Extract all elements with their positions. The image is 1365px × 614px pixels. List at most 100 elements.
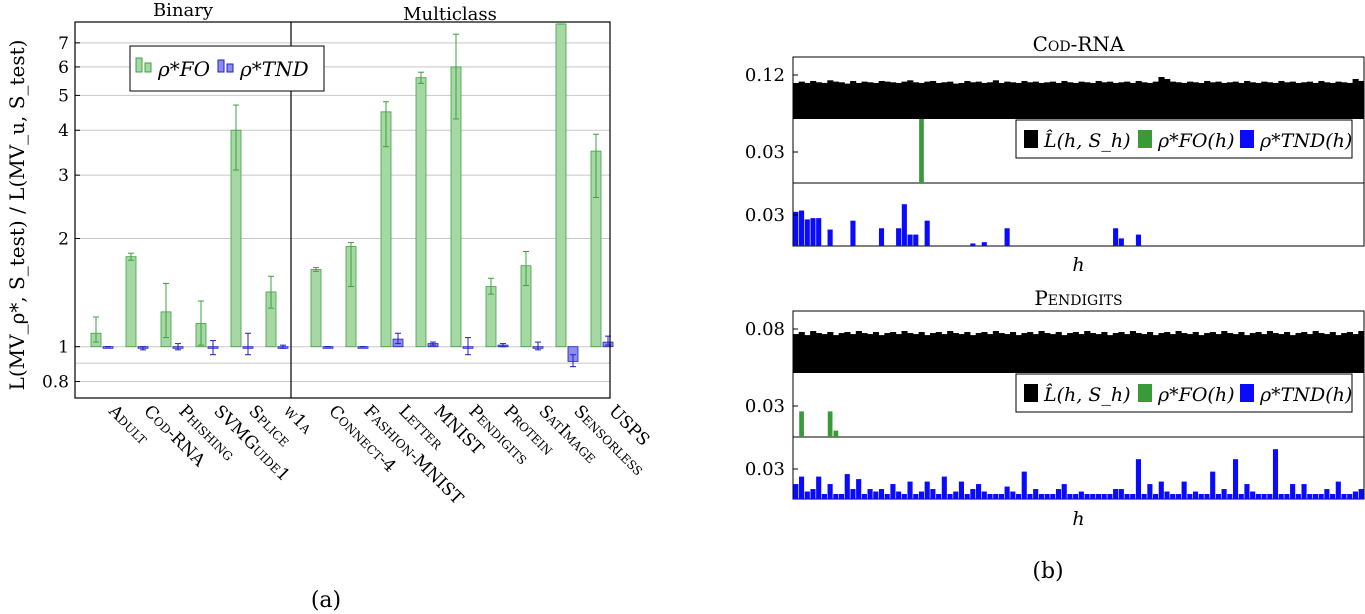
bar-tnd (896, 491, 902, 499)
bar-loss (1015, 335, 1022, 373)
bar-loss (878, 335, 885, 373)
bar-tnd (953, 491, 959, 499)
bar-tnd (901, 204, 907, 246)
bar-fo (833, 430, 839, 437)
bar-tnd (1335, 481, 1341, 499)
bar-loss (964, 80, 971, 119)
bar-loss (1284, 82, 1291, 119)
bar-fo (799, 411, 804, 437)
y-tick-label: 4 (58, 121, 69, 141)
bar-loss (1255, 82, 1262, 119)
bar-tnd (1010, 491, 1016, 499)
bar-tnd (907, 481, 913, 499)
bar-loss (1038, 82, 1045, 119)
bar-loss (1352, 78, 1359, 119)
subplot-legend: L̂(h, S_h) ρ*FO(h) ρ*TND(h) (1015, 373, 1353, 413)
bar-loss (1124, 81, 1131, 119)
bar-tnd (793, 484, 799, 499)
legend-swatch-fo (1138, 130, 1152, 148)
bar-loss (1312, 82, 1319, 119)
bar-tnd (1033, 489, 1039, 499)
bar-tnd (1312, 494, 1319, 499)
legend-swatch-tnd (1240, 384, 1254, 402)
bar-loss (935, 82, 942, 119)
bar-loss (1072, 82, 1079, 119)
bar-tnd (1221, 489, 1227, 499)
bar-loss (1021, 80, 1028, 119)
bar-tnd (799, 210, 805, 246)
bar-tnd (844, 474, 850, 499)
bar-loss (998, 82, 1005, 119)
bar-tnd (924, 481, 930, 499)
bar-tnd (793, 211, 799, 246)
bar-loss (1078, 334, 1085, 373)
bar-tnd (1044, 494, 1050, 499)
bar-tnd (1141, 494, 1147, 499)
bar-loss (1141, 334, 1148, 373)
bar-tnd (964, 494, 970, 499)
y-tick-label: 2 (58, 229, 69, 249)
bar-loss (810, 80, 817, 119)
bar-tnd (1004, 228, 1010, 246)
bar-tnd (1170, 494, 1176, 499)
bar-tnd (981, 491, 987, 499)
bar-loss (1289, 335, 1296, 373)
bar-fo-mnist (415, 77, 427, 348)
bar-loss (1095, 80, 1102, 119)
bar-loss (838, 82, 845, 119)
x-axis-label: h (1072, 508, 1084, 530)
bar-loss (1295, 333, 1302, 373)
bar-loss (1272, 333, 1279, 373)
bar-loss (1226, 82, 1234, 119)
bar-loss (970, 82, 977, 119)
bar-loss (1289, 81, 1296, 119)
legend-label-fo: ρ*FO(h) (1157, 130, 1235, 152)
bar-loss (1158, 77, 1165, 119)
bar-tnd (1124, 494, 1130, 499)
bottom-axes-frame (792, 436, 1365, 500)
bar-tnd (1073, 494, 1079, 499)
bar-loss (1186, 334, 1194, 373)
bar-loss (1084, 331, 1091, 373)
bar-tnd (804, 219, 810, 246)
bar-loss (1141, 82, 1148, 119)
bar-tnd (873, 491, 879, 499)
bar-loss (1312, 331, 1319, 373)
legend-swatch-tnd (217, 59, 225, 73)
bar-tnd (1272, 449, 1279, 499)
bar-loss (1089, 333, 1097, 373)
bar-loss (1072, 332, 1079, 373)
bar-tnd (1147, 484, 1153, 499)
bar-tnd (810, 218, 816, 246)
bar-loss (844, 83, 851, 119)
panel-b-chart: Cod-RNA 0.12 0.03 0.03 L̂(h, S_h) ρ*FO(h) ρ*TN… (745, 32, 1365, 584)
bar-loss (1044, 82, 1051, 119)
bar-loss (1261, 334, 1268, 373)
bar-loss (1032, 81, 1039, 119)
bar-tnd (1267, 494, 1273, 499)
bar-loss (1278, 80, 1285, 119)
bar-tnd (1232, 459, 1239, 499)
bar-tnd (918, 491, 925, 499)
bar-loss (844, 332, 851, 373)
bar-tnd (1175, 494, 1181, 499)
y-tick-label: 0.8 (42, 373, 69, 393)
bar-tnd (947, 494, 953, 499)
bar-tnd (1358, 489, 1364, 499)
group-title-binary: Binary (153, 0, 214, 21)
bar-tnd (1193, 491, 1199, 499)
bar-loss (1118, 332, 1125, 373)
bar-tnd (1055, 489, 1062, 499)
bar-loss (1346, 332, 1353, 373)
bar-loss (1209, 332, 1216, 373)
bar-loss (1204, 333, 1211, 373)
bar-loss (1112, 82, 1119, 119)
bar-tnd (1113, 228, 1119, 246)
bar-tnd (1244, 484, 1250, 499)
panel-a-legend: ρ*FO ρ*TND (129, 45, 325, 92)
bar-loss (1192, 82, 1199, 119)
bar-loss (867, 334, 874, 373)
legend-box (1015, 119, 1353, 159)
bar-tnd (833, 494, 839, 499)
